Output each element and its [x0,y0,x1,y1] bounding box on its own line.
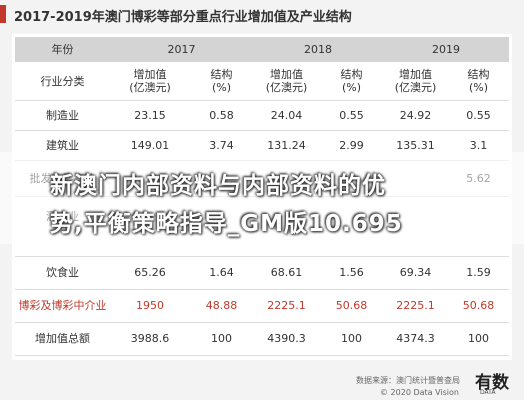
table-cell: 149.01 [130,138,170,152]
table-cell: 增加值 (亿澳元) [265,68,308,94]
header-cell: 2019 [432,43,460,56]
accent [0,5,6,23]
table-cell: 制造业 [46,108,79,122]
table-cell: 4374.3 [396,332,435,345]
table-cell: 100 [341,332,362,345]
table-cell: 1950 [136,299,164,312]
source: 数据来源：澳门统计暨普查局 [356,376,460,385]
table-cell: 24.92 [399,108,432,122]
copyright: © 2020 Data Vision [380,388,459,397]
table-cell: 0.58 [209,108,234,122]
overlay-text: 势,平衡策略指导_GM版10.695 [50,211,403,237]
table-cell: 饮食业 [46,266,79,279]
row-divider [15,355,509,356]
table-cell: 23.15 [134,108,166,122]
table-cell: 100 [211,332,232,345]
table-cell: 65.26 [134,266,166,279]
table-cell: 100 [468,332,489,345]
logo-sub: DATA [480,389,496,396]
row-divider [15,289,509,290]
table-cell: 68.61 [270,266,303,279]
table-cell: 2225.1 [396,299,435,312]
row-divider [15,100,509,101]
overlay-text: 新澳门内部资料与内部资料的优 [50,173,386,199]
table-cell: 2.99 [339,138,364,152]
table-cell: 131.24 [267,138,306,152]
table-cell: 增加值 (亿澳元) [129,68,171,94]
table-cell: 1.56 [339,266,364,279]
table-cell: 50.68 [335,299,368,312]
table-cell: 4390.3 [267,332,306,345]
table-cell: 69.34 [399,266,432,279]
title: 2017-2019年澳门博彩等部分重点行业增加值及产业结构 [14,10,352,25]
table-cell: 135.31 [396,138,435,152]
table-cell: 结构 (%) [340,68,363,94]
row-divider [15,130,509,131]
table-cell: 3988.6 [130,332,170,345]
table-cell: 建筑业 [46,138,79,152]
header-cell: 2017 [167,43,196,56]
table-cell: 24.04 [270,108,303,122]
header-cell: 年份 [51,43,74,56]
table-cell: 0.55 [339,108,364,122]
table-cell: 3.1 [469,138,488,152]
row-divider [15,256,509,257]
table-cell: 博彩及博彩中介业 [18,299,107,312]
row-divider [15,322,509,323]
table-cell: 1.59 [466,266,491,279]
overlay-band [0,152,524,244]
table-cell: 0.55 [466,108,491,122]
table-cell: 结构 (%) [210,68,233,94]
header-bg [15,37,509,62]
table-cell: 3.74 [209,138,234,152]
table-cell: 增加值 (亿澳元) [394,68,437,94]
logo: 有数 [475,373,509,393]
header-cell: 2018 [304,43,332,56]
table-cell: 48.88 [205,299,238,312]
table-cell: 1.64 [209,266,234,279]
table-cell: 行业分类 [40,74,85,88]
table-cell: 增加值总额 [35,332,90,345]
table-cell: 结构 (%) [467,68,490,94]
table-cell: 2225.1 [267,299,306,312]
table-cell: 50.68 [462,299,495,312]
